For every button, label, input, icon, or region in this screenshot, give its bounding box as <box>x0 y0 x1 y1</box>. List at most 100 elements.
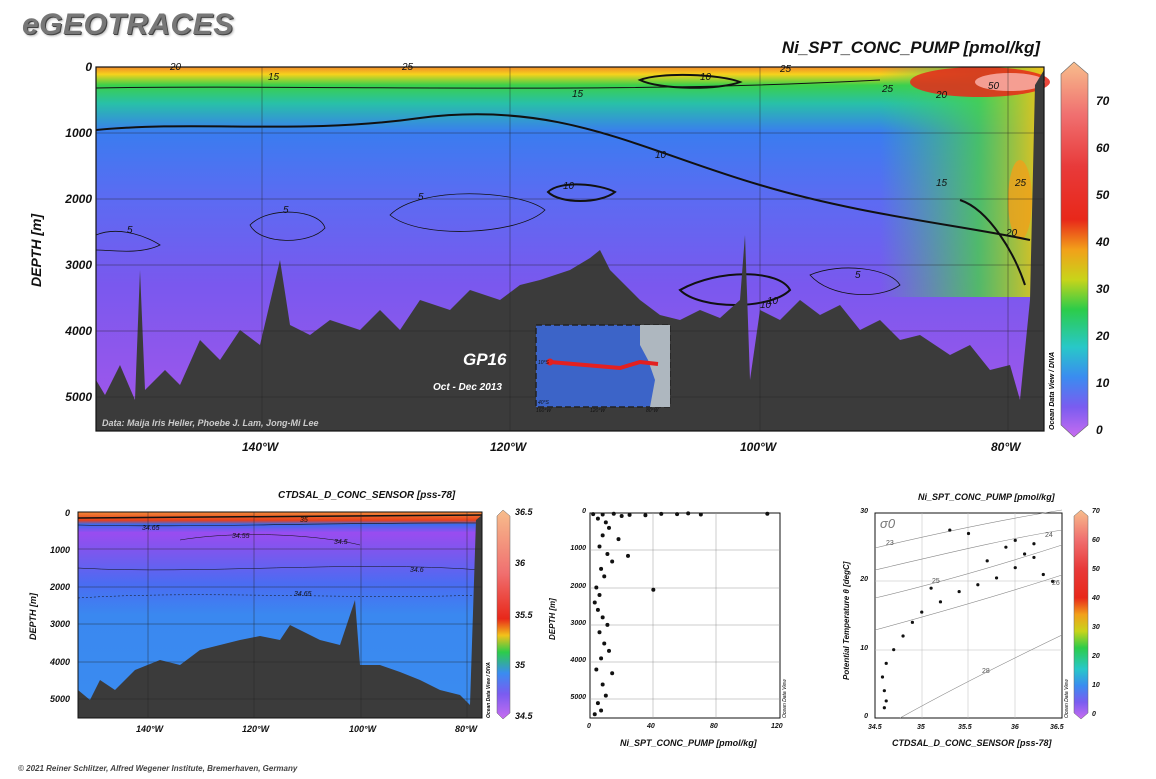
salinity-contour-label: 34.6 <box>410 567 424 574</box>
scatter-xtick: 120 <box>771 723 783 730</box>
scatter-ylabel: DEPTH [m] <box>548 598 557 640</box>
contour-label: 15 <box>572 89 584 100</box>
salinity-ytick: 4000 <box>49 657 70 667</box>
main-colorbar-tick: 50 <box>1096 188 1110 202</box>
salinity-xtick: 120°W <box>242 724 270 734</box>
ts-sigma-label: σ0 <box>880 516 896 531</box>
scatter-point <box>595 701 600 706</box>
egeotraces-logo: eGEOTRACES <box>22 8 234 41</box>
data-credit: Data: Maija Iris Heller, Phoebe J. Lam, … <box>102 418 319 428</box>
ts-ytick: 10 <box>860 645 868 652</box>
scatter-point <box>599 566 604 571</box>
main-ytick: 1000 <box>65 126 92 140</box>
scatter-point <box>610 559 615 564</box>
contour-label: 25 <box>1014 178 1027 189</box>
contour-label: 20 <box>935 90 948 101</box>
scatter-point <box>611 511 616 516</box>
inset-map: 10°S 40°S 160°W 120°W 80°W <box>535 324 671 414</box>
contour-label: 10 <box>655 150 667 161</box>
contour-label: 50 <box>988 81 1000 92</box>
ts-isopycnal-label: 23 <box>886 540 894 547</box>
ts-xtick: 36.5 <box>1050 724 1064 731</box>
ts-point <box>884 661 888 665</box>
scatter-xtick: 80 <box>710 723 718 730</box>
ts-point <box>1013 538 1017 542</box>
ts-xtick: 35.5 <box>958 724 972 731</box>
contour-label: 15 <box>936 178 948 189</box>
salinity-ylabel: DEPTH [m] <box>28 593 38 640</box>
ts-point <box>957 589 961 594</box>
cruise-label: GP16 <box>463 350 507 369</box>
scatter-point <box>686 511 691 516</box>
contour-label: 20 <box>169 62 182 73</box>
ts-point <box>1051 579 1055 583</box>
ts-point <box>976 583 980 587</box>
contour-label: 25 <box>401 62 414 73</box>
scatter-point <box>605 552 610 556</box>
salinity-contour-label: 34.65 <box>294 591 312 598</box>
contour-label: 5 <box>283 205 289 216</box>
main-colorbar-side-label: Ocean Data View / DIVA <box>1049 352 1056 430</box>
salinity-xtick: 80°W <box>455 724 478 734</box>
scatter-point <box>600 512 605 517</box>
main-ytick: 4000 <box>65 324 92 338</box>
salinity-contour-label: 34.65 <box>142 525 160 532</box>
ts-side-label: Ocean Data View <box>1064 679 1070 718</box>
salinity-title: CTDSAL_D_CONC_SENSOR [pss-78] <box>278 490 456 501</box>
scatter-point <box>597 630 602 635</box>
ts-colorbar-tick: 10 <box>1092 682 1100 689</box>
salinity-colorbar-tick: 35 <box>515 660 526 670</box>
salinity-ytick: 5000 <box>49 694 70 704</box>
scatter-point <box>597 593 602 597</box>
scatter-point <box>659 511 664 516</box>
scatter-point <box>626 553 630 558</box>
salinity-ytick: 2000 <box>49 582 70 592</box>
ts-colorbar-tick: 30 <box>1092 624 1100 631</box>
scatter-point <box>616 537 621 542</box>
ts-point <box>1013 566 1017 570</box>
ts-point <box>882 689 886 693</box>
scatter-point <box>600 533 605 538</box>
ts-title: Ni_SPT_CONC_PUMP [pmol/kg] <box>918 492 1055 502</box>
scatter-point <box>627 512 632 517</box>
ts-point <box>966 531 971 536</box>
ts-point <box>1032 542 1036 546</box>
scatter-point <box>600 615 605 620</box>
scatter-point <box>600 682 605 687</box>
salinity-xtick: 100°W <box>349 724 377 734</box>
ts-point <box>994 576 999 580</box>
scatter-ytick: 5000 <box>570 694 586 701</box>
contour-label: 20 <box>1005 228 1018 239</box>
salinity-contour-label: 34.5 <box>334 539 348 546</box>
scatter-point <box>607 648 611 653</box>
main-xtick: 100°W <box>740 440 777 454</box>
scatter-ytick: 2000 <box>570 583 586 590</box>
salinity-ytick: 1000 <box>49 545 70 555</box>
cruise-dates: Oct - Dec 2013 <box>433 382 502 393</box>
scatter-point <box>605 622 610 627</box>
salinity-ytick: 0 <box>64 508 70 518</box>
main-colorbar-tick: 70 <box>1096 94 1110 108</box>
contour-label: 10 <box>700 72 712 83</box>
scatter-point <box>595 607 600 612</box>
scatter-point <box>594 585 599 590</box>
ts-colorbar-tick: 60 <box>1092 537 1100 544</box>
main-chart-title: Ni_SPT_CONC_PUMP [pmol/kg] <box>781 38 1040 57</box>
ts-xtick: 36 <box>1011 724 1019 731</box>
main-ylabel: DEPTH [m] <box>28 213 44 287</box>
ts-point <box>901 634 905 638</box>
salinity-contour-label: 35 <box>300 517 308 524</box>
scatter-point <box>592 600 597 605</box>
ts-point <box>884 699 888 703</box>
ts-point <box>920 610 924 614</box>
salinity-colorbar-tick: 36 <box>515 558 526 568</box>
scatter-point <box>592 712 597 717</box>
scatter-point <box>591 512 596 517</box>
inset-label: 80°W <box>646 408 660 414</box>
contour-label: 25 <box>779 64 792 75</box>
salinity-colorbar-tick: 34.5 <box>515 711 533 721</box>
scatter-point <box>698 512 703 517</box>
salinity-colorbar-tick: 35.5 <box>515 610 533 620</box>
